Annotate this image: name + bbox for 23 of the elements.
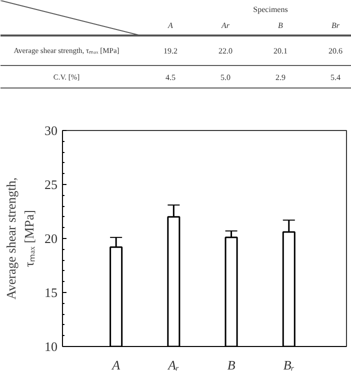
text: 22.0 <box>218 46 232 56</box>
y-tick-label: 30 <box>44 123 58 138</box>
y-tick-label: 15 <box>44 285 58 300</box>
text: 19.2 <box>164 46 178 56</box>
x-tick-label: A <box>111 358 120 372</box>
text: Ar <box>220 21 230 30</box>
text: 2.9 <box>276 72 286 82</box>
text: A <box>167 21 174 30</box>
text: 20.1 <box>274 46 288 56</box>
text: 20.6 <box>328 46 342 56</box>
x-tick-label: Bᵣ <box>283 358 294 372</box>
y-tick-label: 10 <box>44 339 58 354</box>
x-tick-label: B <box>227 358 236 372</box>
text: Specimens <box>253 4 288 14</box>
y-tick-label: 20 <box>44 231 58 246</box>
text: 4.5 <box>166 72 176 82</box>
text: 5.0 <box>220 72 230 82</box>
text: B <box>278 21 284 30</box>
y-axis-title: Average shear strength, τₘₐₓ [MPa] <box>4 177 36 300</box>
text: Br <box>332 21 340 30</box>
y-tick-label: 25 <box>44 177 58 192</box>
text: 5.4 <box>330 72 340 82</box>
x-tick-label: Aᵣ <box>167 358 180 372</box>
